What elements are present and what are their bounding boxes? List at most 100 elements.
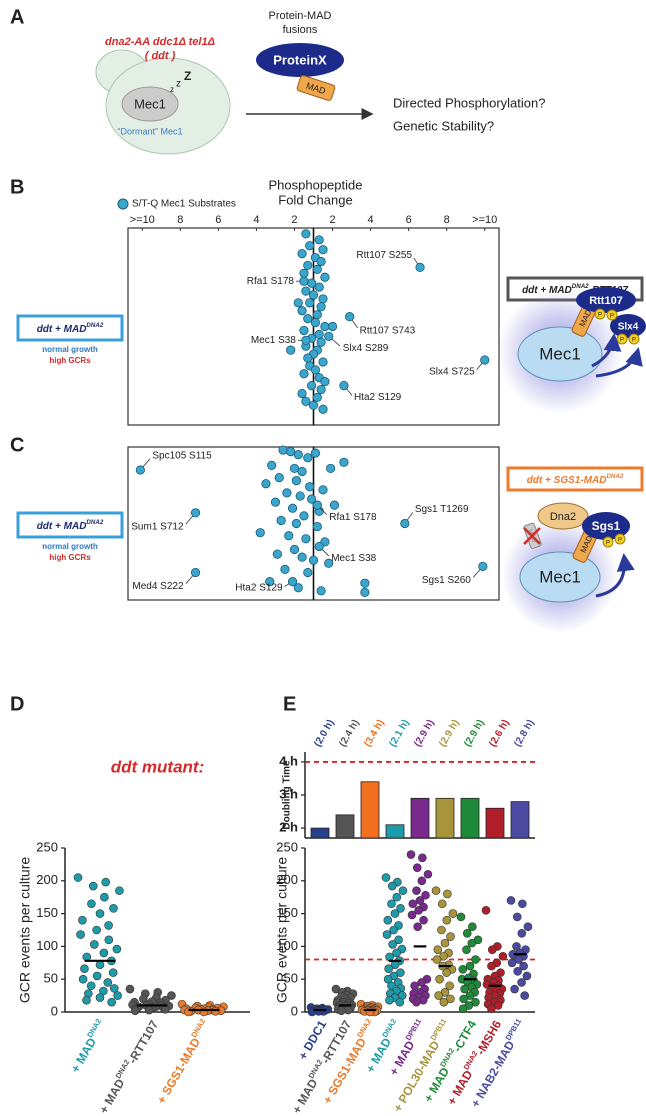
y-axis-label: GCR events per culture — [274, 857, 290, 1003]
point — [314, 282, 324, 292]
point-label: Hta2 S129 — [354, 392, 402, 403]
point — [86, 981, 96, 991]
point-label: Rfa1 S178 — [247, 276, 295, 287]
bar — [485, 807, 505, 839]
point — [460, 984, 469, 994]
x-tick-label: 6 — [406, 214, 412, 226]
point — [284, 531, 294, 541]
panel-label: C — [10, 434, 24, 456]
point — [443, 889, 452, 899]
note: high GCRs — [49, 356, 91, 365]
y-tick-label: 50 — [284, 971, 298, 986]
value-label: (2.8 h) — [512, 718, 536, 749]
y-tick-label: 100 — [36, 938, 58, 953]
point — [297, 552, 307, 562]
point — [487, 1004, 496, 1014]
point — [440, 938, 450, 948]
point — [297, 466, 307, 477]
point-label: Sum1 S712 — [131, 521, 184, 532]
point — [299, 276, 309, 286]
sleep-z: z — [170, 85, 174, 94]
label-part: DNA2 — [356, 1017, 374, 1039]
value-label: (3.4 h) — [362, 718, 386, 749]
point — [108, 968, 118, 977]
x-tick-label: 8 — [177, 214, 183, 226]
label-part: ddt + SGS1-MAD — [527, 475, 607, 486]
point — [92, 925, 101, 935]
point — [458, 1004, 468, 1014]
point — [389, 925, 398, 935]
point — [326, 463, 336, 474]
y-tick-label: 200 — [276, 872, 298, 887]
point — [419, 915, 428, 925]
y-tick-label: 50 — [44, 971, 58, 986]
point — [286, 345, 296, 355]
point — [95, 960, 105, 970]
point — [394, 935, 403, 945]
point — [282, 488, 292, 498]
point — [312, 392, 322, 403]
phospho-dot — [614, 533, 626, 545]
point — [316, 586, 326, 596]
point — [465, 961, 475, 971]
point — [360, 587, 370, 597]
bar — [510, 801, 530, 839]
point — [316, 256, 326, 267]
mec1-shape — [517, 326, 603, 382]
point — [414, 906, 423, 915]
point — [318, 294, 328, 304]
bar — [435, 797, 455, 839]
point — [385, 952, 394, 962]
point — [437, 899, 447, 909]
point — [101, 877, 111, 887]
point — [303, 260, 313, 271]
legend-marker — [117, 198, 129, 210]
point — [513, 967, 522, 976]
point — [410, 981, 419, 991]
point — [518, 899, 527, 909]
x-tick-label: + MADDNA2-RTT107 — [95, 1017, 161, 1116]
point — [314, 541, 324, 552]
point — [312, 264, 322, 274]
point — [382, 930, 392, 939]
point — [291, 518, 301, 529]
point — [387, 899, 396, 909]
point — [324, 558, 334, 568]
bar — [360, 781, 380, 839]
point — [112, 944, 122, 954]
arrow — [595, 347, 643, 378]
note: high GCRs — [49, 553, 91, 562]
point — [301, 335, 311, 345]
protein-label: Slx4 — [618, 322, 639, 333]
point — [339, 380, 349, 391]
value-label: (2.1 h) — [387, 718, 411, 749]
point-label: Sgs1 S260 — [422, 575, 471, 586]
point — [456, 912, 466, 922]
dormant-label: “Dormant” Mec1 — [117, 126, 182, 136]
label-part: + SGS1-MAD — [154, 1035, 203, 1106]
point — [190, 567, 201, 578]
point — [135, 465, 145, 475]
point — [396, 904, 405, 913]
point — [507, 958, 517, 968]
point — [287, 503, 298, 513]
y-tick-label: 200 — [36, 872, 58, 887]
label-part: DNA2 — [381, 1017, 399, 1039]
point — [272, 549, 282, 559]
point — [305, 298, 315, 308]
point — [303, 567, 313, 578]
label-part: DNA2 — [86, 322, 103, 329]
y-tick-label: 3 h — [279, 786, 298, 801]
cross — [523, 527, 541, 545]
y-tick-label: 250 — [36, 839, 58, 854]
genotype: dna2-AA ddc1Δ tel1Δ — [105, 36, 215, 48]
point — [99, 948, 109, 958]
x-tick-label: + MADDNA2 — [67, 1017, 110, 1075]
mad-shape — [296, 75, 336, 101]
point — [329, 500, 340, 510]
arrow — [595, 553, 635, 598]
point — [510, 984, 519, 994]
point — [276, 515, 286, 526]
point-label: Rtt107 S255 — [356, 250, 412, 261]
condition-box — [506, 466, 644, 492]
